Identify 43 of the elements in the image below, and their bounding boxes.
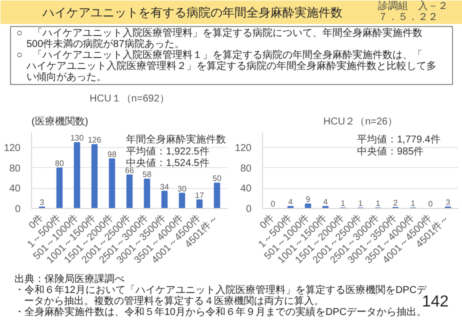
data-label: 130 [70, 134, 84, 143]
data-label: 3 [446, 198, 451, 207]
text: 診調組 入－２ [378, 0, 448, 12]
data-label: 98 [108, 150, 117, 159]
annotation: 平均値：1,779.4件 [357, 134, 440, 146]
data-label: 3 [40, 198, 45, 207]
data-label: 58 [142, 170, 152, 180]
annotation: 平均値：1,922.5件 [126, 145, 210, 158]
y-tick-label: 80 [240, 163, 252, 174]
source-note: 出典：保険局医療課調べ [14, 273, 124, 285]
y-tick-label: 40 [240, 184, 252, 195]
data-label: 4 [288, 197, 294, 206]
data-label: 1 [410, 198, 416, 208]
data-label: 0 [270, 200, 276, 208]
data-label: 9 [306, 194, 311, 204]
chart-title: HCU２（n=26） [323, 116, 398, 128]
data-label: 34 [160, 182, 170, 192]
data-label: 66 [125, 166, 134, 176]
y-axis-title: (医療機関数) [32, 116, 88, 128]
y-tick-label: 0 [246, 204, 252, 215]
y-tick-label: 120 [4, 143, 21, 154]
data-label: 1 [340, 198, 346, 208]
text: ○ 「ハイケアユニット入院医療管理料１」を算定する病院の年間全身麻酔実施件数は、「ハイケアユニット入院医療管理料２」を算定する病院の年間全身麻酔実施件数と比較して多い傾向があった。 [16, 49, 436, 83]
y-tick-label: 40 [9, 184, 21, 195]
annotation: 中央値：985件 [357, 145, 424, 158]
annotation: 年間全身麻酔実施件数 [126, 134, 226, 146]
chart-title: HCU１（n=692） [90, 94, 170, 104]
data-label: 80 [55, 158, 64, 168]
data-label: 4 [323, 197, 328, 206]
y-tick-label: 80 [9, 163, 21, 174]
data-label: 50 [212, 174, 222, 184]
text: ○ 「ハイケアユニット入院医療管理料」を算定する病院について、年間全身麻酔実施件数500件未満の病院が87病院あった。 [16, 27, 423, 50]
data-label: 17 [195, 190, 204, 200]
data-label: 2 [393, 198, 398, 208]
text: ７．５．２２ [378, 12, 438, 23]
data-label: 1 [358, 198, 364, 208]
y-tick-label: 0 [14, 204, 21, 215]
data-label: 126 [88, 136, 102, 145]
text: ハイケアユニットを有する病院の年間全身麻酔実施件数 [41, 6, 342, 20]
data-label: 30 [178, 184, 187, 194]
y-tick-label: 120 [234, 143, 252, 154]
data-label: 0 [428, 200, 434, 208]
data-label: 1 [376, 198, 381, 208]
